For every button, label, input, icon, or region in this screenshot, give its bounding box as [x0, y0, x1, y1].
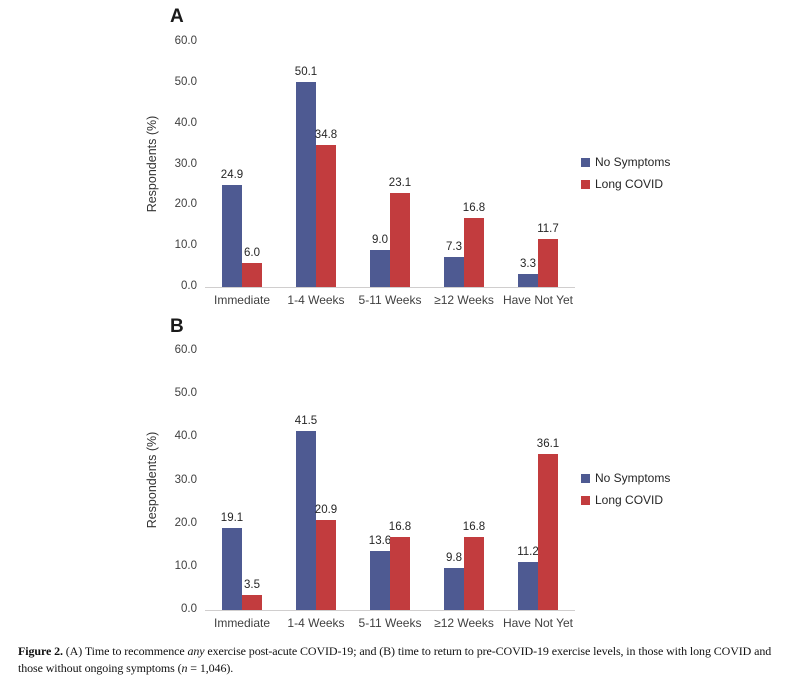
bar-long-covid: [538, 454, 558, 610]
bar-value-label: 3.5: [244, 578, 260, 591]
bar-value-label: 20.9: [314, 503, 338, 516]
bar-value-label: 13.6: [368, 535, 392, 548]
y-tick-label: 0.0: [181, 603, 197, 615]
caption-segment: (A) Time to recommence: [62, 644, 188, 658]
bar-long-covid: [316, 144, 336, 287]
bar-value-label: 6.0: [244, 246, 260, 259]
category-label: 5-11 Weeks: [358, 293, 422, 307]
bar-no-symptoms: [370, 250, 390, 287]
legend-label: No Symptoms: [595, 471, 671, 485]
bar-no-symptoms: [296, 82, 316, 287]
plot-area: 19.1 3.5 41.5 20.9 13.6 16.8 9.8 16.8 11.2 36.1: [205, 351, 575, 611]
panel-a-letter: A: [170, 6, 184, 27]
caption-segment: Figure 2.: [18, 644, 63, 658]
y-tick-label: 40.0: [174, 430, 197, 443]
y-tick-label: 0.0: [181, 280, 197, 292]
bar-value-label: 50.1: [294, 66, 318, 79]
legend-swatch-icon: [581, 157, 590, 167]
bar-value-label: 24.9: [220, 169, 244, 182]
bar-long-covid: [538, 239, 558, 287]
bar-long-covid: [390, 192, 410, 287]
legend-item: Long COVID: [581, 493, 670, 507]
y-tick-label: 60.0: [174, 35, 197, 47]
legend: No Symptoms Long COVID: [581, 471, 670, 515]
bar-value-label: 9.0: [372, 234, 388, 247]
bar-value-label: 3.3: [520, 257, 536, 270]
y-tick-label: 10.0: [174, 239, 197, 252]
category-label: 1-4 Weeks: [287, 616, 345, 630]
y-tick-label: 40.0: [174, 116, 197, 129]
bar-no-symptoms: [444, 257, 464, 287]
legend-item: No Symptoms: [581, 155, 670, 169]
bar-no-symptoms: [296, 430, 316, 610]
caption-segment: = 1,046).: [187, 661, 234, 676]
bar-value-label: 16.8: [462, 521, 486, 534]
category-label: 5-11 Weeks: [358, 616, 422, 630]
legend-label: Long COVID: [595, 177, 664, 191]
y-tick-label: 30.0: [174, 157, 197, 170]
caption-segment: n: [181, 661, 188, 676]
bar-value-label: 34.8: [314, 128, 338, 141]
caption-segment: exercise post-acute COVID-19; and (B) ti…: [18, 644, 772, 676]
bar-long-covid: [464, 537, 484, 610]
y-tick-label: 60.0: [174, 344, 197, 356]
bar-no-symptoms: [222, 185, 242, 287]
bar-no-symptoms: [370, 551, 390, 610]
bar-long-covid: [242, 594, 262, 610]
category-label: Immediate: [213, 616, 271, 630]
x-axis: Immediate 1-4 Weeks 5-11 Weeks ≥12 Weeks Hav…: [205, 616, 575, 634]
legend-label: No Symptoms: [595, 155, 671, 169]
legend-label: Long COVID: [595, 493, 664, 507]
bar-value-label: 36.1: [536, 438, 560, 451]
caption-segment: any: [187, 644, 205, 658]
bar-no-symptoms: [518, 561, 538, 610]
chart-panel-b: B Respondents (%) 0.0 10.0 20.0 30.0 40.0 50.…: [0, 310, 810, 643]
category-label: ≥12 Weeks: [434, 616, 494, 630]
y-tick-label: 20.0: [174, 516, 197, 529]
bar-long-covid: [316, 519, 336, 610]
legend-item: Long COVID: [581, 177, 670, 191]
bar-no-symptoms: [518, 273, 538, 287]
y-tick-label: 30.0: [174, 473, 197, 486]
legend-swatch-icon: [581, 179, 590, 189]
bar-value-label: 16.8: [388, 521, 412, 534]
bar-value-label: 11.2: [517, 545, 539, 558]
category-label: 1-4 Weeks: [287, 293, 345, 307]
category-label: Have Not Yet: [502, 293, 574, 307]
panel-b-letter: B: [170, 316, 184, 337]
category-label: Have Not Yet: [502, 616, 574, 630]
y-axis: 0.0 10.0 20.0 30.0 40.0 50.0 60.0: [125, 344, 197, 615]
bar-long-covid: [464, 218, 484, 287]
x-axis: Immediate 1-4 Weeks 5-11 Weeks ≥12 Weeks Hav…: [205, 293, 575, 311]
bar-value-label: 19.1: [220, 511, 244, 524]
bar-no-symptoms: [222, 527, 242, 610]
bar-value-label: 16.8: [462, 202, 486, 215]
bar-long-covid: [390, 537, 410, 610]
y-axis: 0.0 10.0 20.0 30.0 40.0 50.0 60.0: [125, 35, 197, 292]
y-tick-label: 50.0: [174, 75, 197, 88]
category-label: ≥12 Weeks: [434, 293, 494, 307]
legend-swatch-icon: [581, 473, 590, 483]
category-label: Immediate: [213, 293, 271, 307]
y-tick-label: 50.0: [174, 387, 197, 400]
bar-value-label: 41.5: [294, 414, 318, 427]
legend-swatch-icon: [581, 495, 590, 505]
chart-panel-a: A Respondents (%) 0.0 10.0 20.0 30.0 40.0 50.…: [0, 0, 810, 310]
bar-value-label: 11.7: [537, 223, 559, 236]
figure-caption: Figure 2. (A) Time to recommence any exe…: [18, 643, 794, 678]
bar-value-label: 9.8: [446, 551, 462, 564]
legend-item: No Symptoms: [581, 471, 670, 485]
bar-value-label: 7.3: [446, 241, 462, 254]
bar-long-covid: [242, 262, 262, 287]
legend: No Symptoms Long COVID: [581, 155, 670, 199]
plot-area: 24.9 6.0 50.1 34.8 9.0 23.1 7.3 16.8 3.3 11.7: [205, 42, 575, 288]
bar-value-label: 23.1: [388, 176, 412, 189]
bar-no-symptoms: [444, 567, 464, 610]
y-tick-label: 20.0: [174, 198, 197, 211]
y-tick-label: 10.0: [174, 559, 197, 572]
